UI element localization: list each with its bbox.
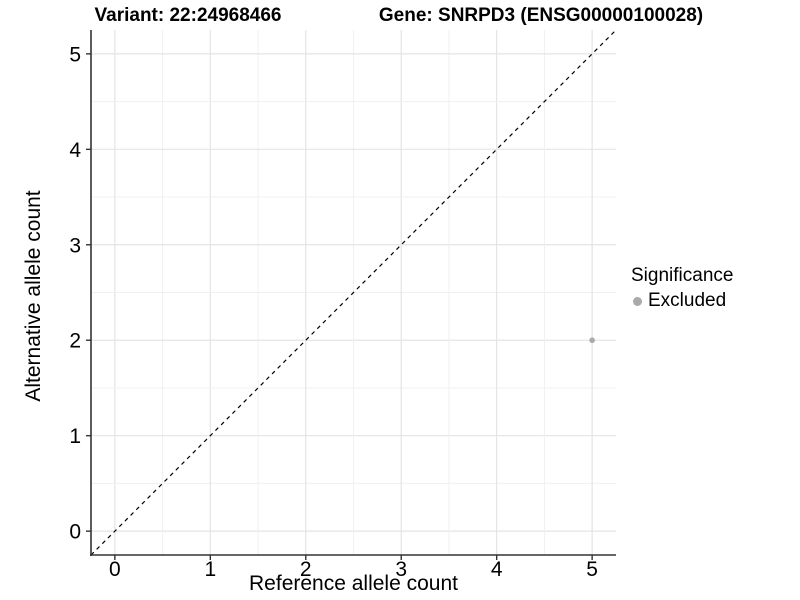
- x-tick-label: 1: [204, 558, 216, 581]
- legend-item-excluded: Excluded: [631, 290, 733, 312]
- legend: Significance Excluded: [631, 265, 733, 312]
- x-tick-label: 5: [586, 558, 598, 581]
- x-tick-label: 2: [300, 558, 312, 581]
- legend-title: Significance: [631, 265, 734, 286]
- x-axis-title: Reference allele count: [249, 572, 458, 595]
- y-tick-label: 5: [69, 43, 81, 66]
- legend-item-label: Excluded: [648, 290, 727, 311]
- plot-title-gene: Gene: SNRPD3 (ENSG00000100028): [378, 5, 704, 26]
- y-tick-label: 4: [69, 139, 81, 162]
- y-tick-label: 1: [69, 425, 81, 448]
- y-tick-label: 3: [69, 234, 81, 257]
- identity-dashed-line: [90, 29, 617, 556]
- y-axis-title: Alternative allele count: [22, 190, 45, 402]
- x-tick-label: 4: [491, 558, 503, 581]
- plot-title-variant: Variant: 22:24968466: [94, 5, 282, 26]
- y-tick-label: 0: [69, 521, 81, 544]
- legend-dot-icon: [633, 296, 642, 306]
- x-tick-label: 0: [109, 558, 121, 581]
- y-tick-label: 2: [69, 330, 81, 353]
- data-point: [589, 337, 595, 344]
- x-tick-label: 3: [395, 558, 407, 581]
